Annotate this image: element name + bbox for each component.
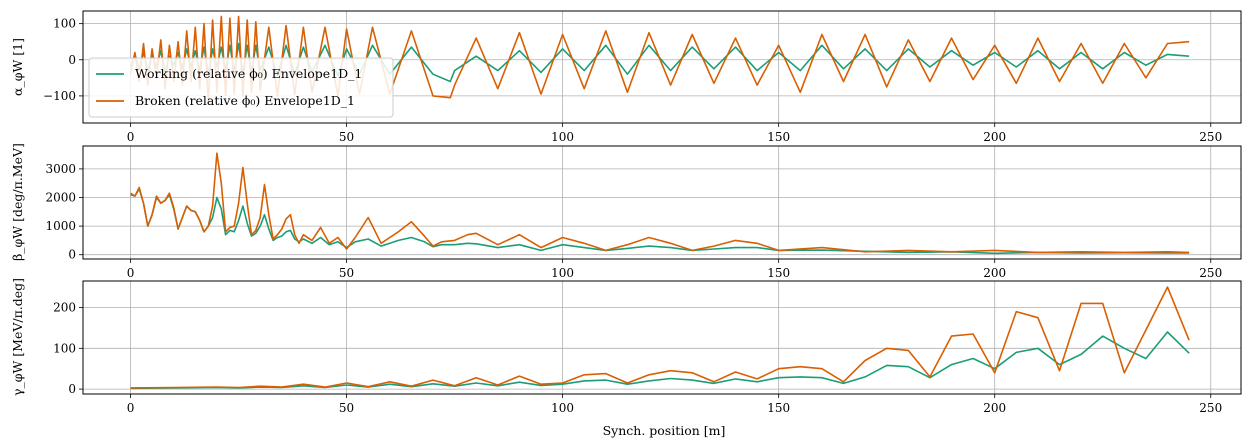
- x-tick-label: 100: [551, 266, 574, 280]
- x-tick-label: 50: [339, 130, 354, 144]
- legend-label-working: Working (relative ϕ₀) Envelope1D_1: [135, 66, 362, 81]
- x-tick-label: 200: [983, 130, 1006, 144]
- x-tick-label: 150: [767, 401, 790, 415]
- x-tick-label: 100: [551, 401, 574, 415]
- ylabel-alpha: α_φW [1]: [10, 38, 25, 96]
- grid-gamma: [83, 281, 1241, 394]
- x-tick-label: 150: [767, 130, 790, 144]
- legend-label-broken: Broken (relative ϕ₀) Envelope1D_1: [135, 93, 355, 108]
- panel-beta: 0 50 100 150 200 250 0 1000 2000 3000 β_φW [deg/π…: [10, 143, 1242, 280]
- y-tick-label: 0: [68, 382, 76, 396]
- plot-area-gamma: [83, 281, 1241, 394]
- plot-frame-beta: [82, 145, 1242, 260]
- panel-gamma: 0 50 100 150 200 250 0 100 200 γ_φW [MeV/π.deg]: [10, 278, 1242, 415]
- x-tick-label: 0: [127, 130, 135, 144]
- series-group-beta: [130, 152, 1190, 255]
- y-tick-label: 3000: [45, 162, 76, 176]
- y-tick-label: 2000: [45, 190, 76, 204]
- x-tick-label: 0: [127, 401, 135, 415]
- plot-area-beta: [83, 146, 1241, 259]
- x-tick-label: 100: [551, 130, 574, 144]
- x-tick-label: 0: [127, 266, 135, 280]
- x-tick-label: 150: [767, 266, 790, 280]
- x-tick-label: 200: [983, 266, 1006, 280]
- y-tick-label: 200: [53, 301, 76, 315]
- ticks-beta: 0 50 100 150 200 250 0 1000 2000 3000: [45, 162, 1222, 280]
- y-tick-label: 100: [53, 341, 76, 355]
- series-group-gamma: [130, 286, 1190, 390]
- y-tick-label: 100: [53, 17, 76, 31]
- series-line-working-gamma: [130, 331, 1190, 390]
- y-tick-label: 0: [68, 53, 76, 67]
- x-tick-label: 50: [339, 401, 354, 415]
- x-tick-label: 200: [983, 401, 1006, 415]
- plot-frame-gamma: [82, 280, 1242, 395]
- legend-box: [88, 57, 394, 118]
- plot-frame-alpha: [82, 10, 1242, 124]
- ticks-alpha: 0 50 100 150 200 250 −100 0 100: [43, 17, 1222, 144]
- y-tick-label: 0: [68, 248, 76, 262]
- x-tick-label: 250: [1199, 401, 1222, 415]
- x-tick-label: 250: [1199, 266, 1222, 280]
- ylabel-beta: β_φW [deg/π.MeV]: [10, 143, 25, 261]
- y-tick-label: −100: [43, 89, 76, 103]
- series-line-broken-beta: [130, 152, 1190, 254]
- y-tick-label: 1000: [45, 219, 76, 233]
- x-tick-label: 250: [1199, 130, 1222, 144]
- series-line-broken-gamma: [130, 286, 1190, 389]
- xlabel: Synch. position [m]: [603, 423, 726, 438]
- grid-beta: [83, 146, 1241, 259]
- ticks-gamma: 0 50 100 150 200 250 0 100 200: [53, 301, 1222, 415]
- ylabel-gamma: γ_φW [MeV/π.deg]: [10, 278, 25, 396]
- legend: Working (relative ϕ₀) Envelope1D_1 Broke…: [88, 57, 394, 118]
- x-tick-label: 50: [339, 266, 354, 280]
